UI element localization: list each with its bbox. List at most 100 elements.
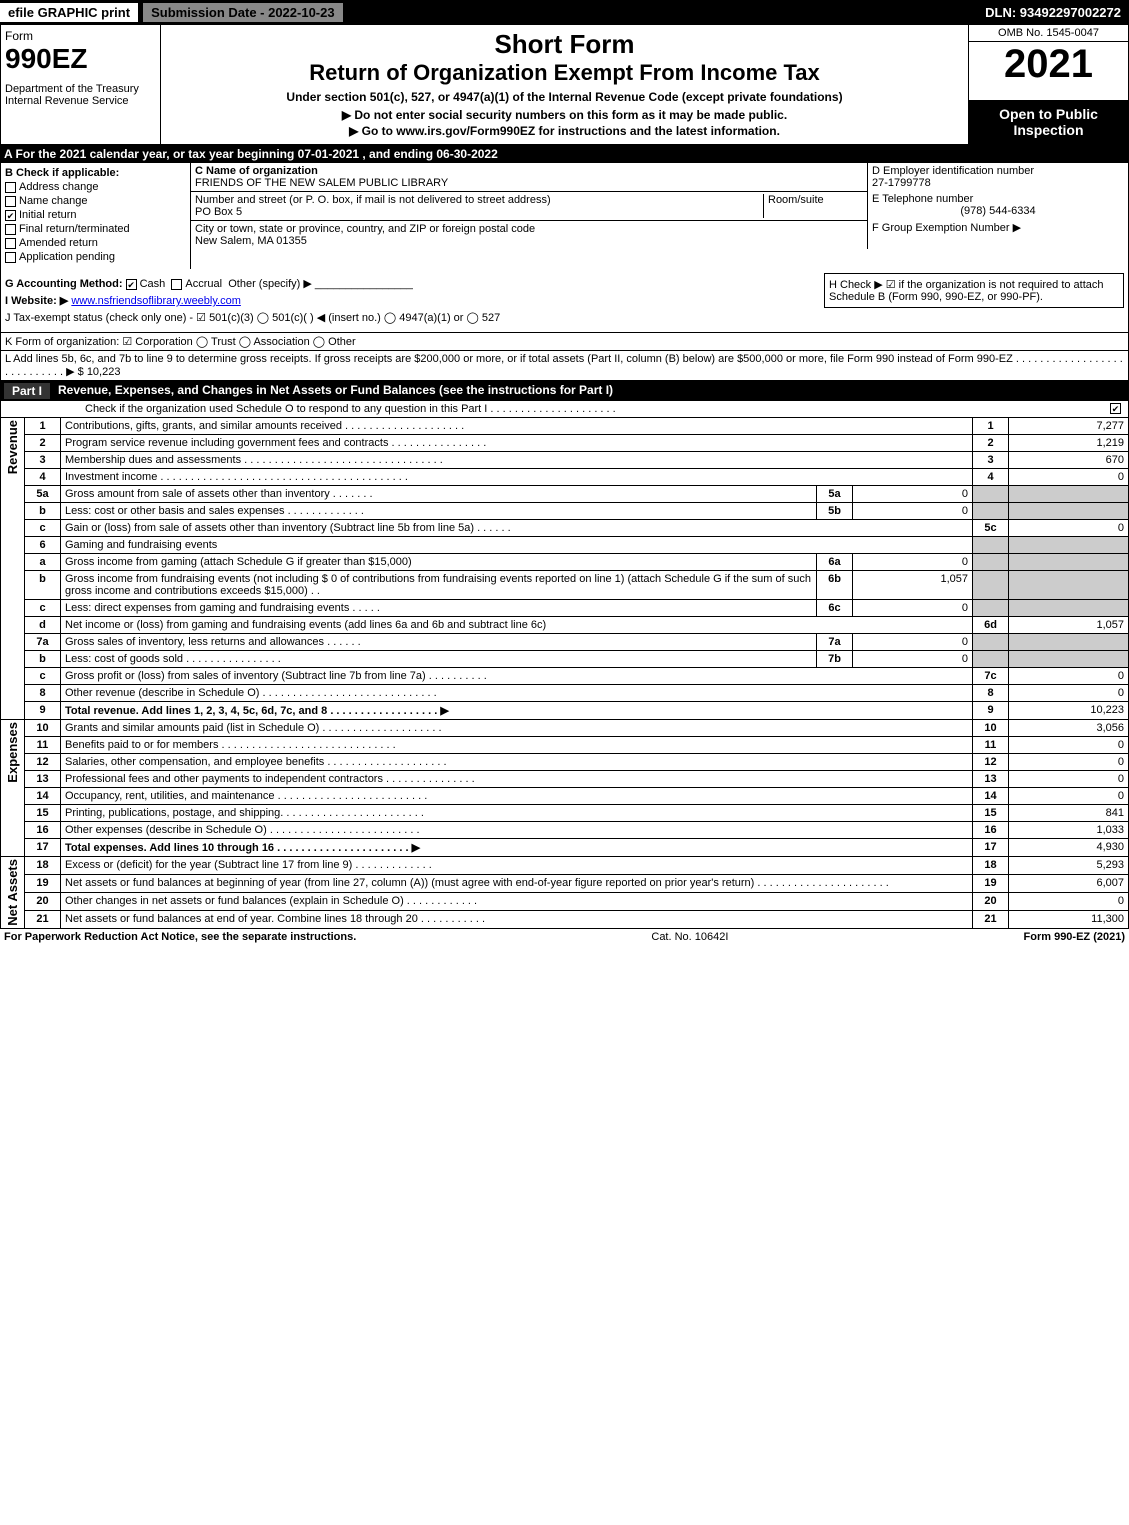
footer-mid: Cat. No. 10642I: [651, 931, 728, 943]
line-19-col: 19: [973, 874, 1009, 892]
line-4-col: 4: [973, 469, 1009, 486]
line-3-col: 3: [973, 452, 1009, 469]
line-5c-desc: Gain or (loss) from sale of assets other…: [61, 520, 973, 537]
d-label: D Employer identification number: [872, 165, 1124, 177]
g-other-label: Other (specify) ▶: [228, 278, 312, 290]
line-16-desc: Other expenses (describe in Schedule O) …: [61, 822, 973, 839]
line-18-val: 5,293: [1009, 857, 1129, 875]
line-17-val: 4,930: [1009, 839, 1129, 857]
line-7a-desc: Gross sales of inventory, less returns a…: [61, 634, 817, 651]
c-name-cell: C Name of organization FRIENDS OF THE NE…: [191, 163, 867, 192]
form-header: Form 990EZ Department of the Treasury In…: [0, 24, 1129, 145]
chk-name-change-label: Name change: [19, 195, 88, 207]
line-5b-subval: 0: [853, 503, 973, 520]
line-8-val: 0: [1009, 685, 1129, 702]
line-5a-subval: 0: [853, 486, 973, 503]
omb-number: OMB No. 1545-0047: [969, 25, 1128, 42]
line-7c-desc: Gross profit or (loss) from sales of inv…: [61, 668, 973, 685]
chk-final-return[interactable]: Final return/terminated: [5, 223, 186, 235]
col-b: B Check if applicable: Address change Na…: [1, 163, 191, 269]
c-street-cell: Number and street (or P. O. box, if mail…: [191, 192, 867, 221]
line-6-desc: Gaming and fundraising events: [61, 537, 973, 554]
line-7a-sub: 7a: [817, 634, 853, 651]
chk-initial-return[interactable]: Initial return: [5, 209, 186, 221]
line-10-desc: Grants and similar amounts paid (list in…: [61, 720, 973, 737]
line-6c-subval: 0: [853, 600, 973, 617]
line-19-desc: Net assets or fund balances at beginning…: [61, 874, 973, 892]
line-1-num: 1: [25, 418, 61, 435]
part1-title: Revenue, Expenses, and Changes in Net As…: [58, 383, 613, 399]
line-5a-desc: Gross amount from sale of assets other t…: [61, 486, 817, 503]
line-20-val: 0: [1009, 892, 1129, 910]
line-6c-sub: 6c: [817, 600, 853, 617]
line-8-desc: Other revenue (describe in Schedule O) .…: [61, 685, 973, 702]
line-19-val: 6,007: [1009, 874, 1129, 892]
line-6b-subval: 1,057: [853, 571, 973, 600]
line-6a-subval: 0: [853, 554, 973, 571]
line-11-desc: Benefits paid to or for members . . . . …: [61, 737, 973, 754]
lines-table: Revenue 1 Contributions, gifts, grants, …: [0, 417, 1129, 929]
line-17-col: 17: [973, 839, 1009, 857]
g-accrual-check[interactable]: [171, 279, 182, 290]
chk-name-change[interactable]: Name change: [5, 195, 186, 207]
expenses-vert-label: Expenses: [5, 722, 20, 783]
line-11-col: 11: [973, 737, 1009, 754]
form-word: Form: [5, 29, 156, 43]
dln: DLN: 93492297002272: [985, 5, 1129, 20]
line-2-col: 2: [973, 435, 1009, 452]
line-7c-val: 0: [1009, 668, 1129, 685]
line-15-val: 841: [1009, 805, 1129, 822]
line-6d-val: 1,057: [1009, 617, 1129, 634]
part1-checkbox[interactable]: [1110, 403, 1121, 414]
ssn-warning: ▶ Do not enter social security numbers o…: [165, 108, 964, 122]
header-left: Form 990EZ Department of the Treasury In…: [1, 25, 161, 144]
grey-cell: [1009, 486, 1129, 503]
col-cde: C Name of organization FRIENDS OF THE NE…: [191, 163, 1128, 269]
line-5c-col: 5c: [973, 520, 1009, 537]
part1-header: Part I Revenue, Expenses, and Changes in…: [0, 381, 1129, 401]
line-2-desc: Program service revenue including govern…: [61, 435, 973, 452]
line-7c-col: 7c: [973, 668, 1009, 685]
section-ghij: H Check ▶ ☑ if the organization is not r…: [0, 269, 1129, 333]
chk-application-pending[interactable]: Application pending: [5, 251, 186, 263]
line-21-col: 21: [973, 910, 1009, 928]
chk-amended-return-label: Amended return: [19, 237, 98, 249]
line-6d-desc: Net income or (loss) from gaming and fun…: [61, 617, 973, 634]
goto-link[interactable]: ▶ Go to www.irs.gov/Form990EZ for instru…: [165, 124, 964, 138]
e-label: E Telephone number: [872, 193, 1124, 205]
short-form-title: Short Form: [165, 29, 964, 60]
row-a: A For the 2021 calendar year, or tax yea…: [0, 145, 1129, 163]
line-5b-desc: Less: cost or other basis and sales expe…: [61, 503, 817, 520]
line-5c-val: 0: [1009, 520, 1129, 537]
dept-label: Department of the Treasury Internal Reve…: [5, 83, 156, 107]
line-2-val: 1,219: [1009, 435, 1129, 452]
ein-value: 27-1799778: [872, 177, 1124, 189]
line-9-desc: Total revenue. Add lines 1, 2, 3, 4, 5c,…: [61, 702, 973, 720]
efile-label[interactable]: efile GRAPHIC print: [0, 3, 138, 22]
part1-label: Part I: [4, 383, 50, 399]
line-13-val: 0: [1009, 771, 1129, 788]
submission-date: Submission Date - 2022-10-23: [142, 2, 344, 23]
website-link[interactable]: www.nsfriendsoflibrary.weebly.com: [71, 295, 241, 307]
org-city: New Salem, MA 01355: [195, 235, 307, 247]
section-b-to-f: B Check if applicable: Address change Na…: [0, 163, 1129, 269]
line-5b-sub: 5b: [817, 503, 853, 520]
line-16-col: 16: [973, 822, 1009, 839]
line-18-desc: Excess or (deficit) for the year (Subtra…: [61, 857, 973, 875]
line-13-desc: Professional fees and other payments to …: [61, 771, 973, 788]
line-4-val: 0: [1009, 469, 1129, 486]
row-l: L Add lines 5b, 6c, and 7b to line 9 to …: [0, 351, 1129, 381]
line-21-val: 11,300: [1009, 910, 1129, 928]
chk-address-change[interactable]: Address change: [5, 181, 186, 193]
line-6b-desc: Gross income from fundraising events (no…: [61, 571, 817, 600]
chk-address-change-label: Address change: [19, 181, 99, 193]
line-4-desc: Investment income . . . . . . . . . . . …: [61, 469, 973, 486]
line-3-desc: Membership dues and assessments . . . . …: [61, 452, 973, 469]
c-name-label: C Name of organization: [195, 165, 318, 177]
line-12-val: 0: [1009, 754, 1129, 771]
g-cash-check[interactable]: [126, 279, 137, 290]
chk-amended-return[interactable]: Amended return: [5, 237, 186, 249]
line-12-desc: Salaries, other compensation, and employ…: [61, 754, 973, 771]
line-21-desc: Net assets or fund balances at end of ye…: [61, 910, 973, 928]
line-6a-desc: Gross income from gaming (attach Schedul…: [61, 554, 817, 571]
